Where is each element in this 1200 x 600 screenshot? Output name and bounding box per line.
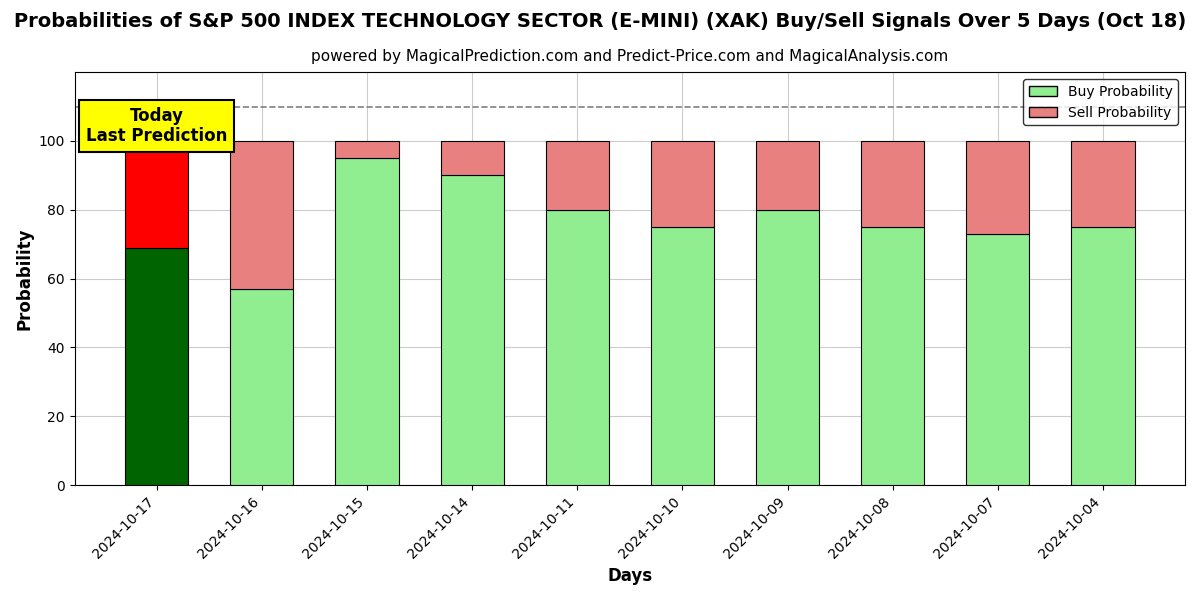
Bar: [125, 248, 188, 485]
Bar: [756, 141, 820, 210]
Legend: Buy Probability, Sell Probability: Buy Probability, Sell Probability: [1024, 79, 1178, 125]
Bar: [966, 234, 1030, 485]
Bar: [862, 227, 924, 485]
Text: Probabilities of S&P 500 INDEX TECHNOLOGY SECTOR (E-MINI) (XAK) Buy/Sell Signals: Probabilities of S&P 500 INDEX TECHNOLOG…: [14, 12, 1186, 31]
Bar: [1072, 141, 1134, 227]
Text: Today
Last Prediction: Today Last Prediction: [86, 107, 227, 145]
Bar: [336, 141, 398, 158]
Bar: [862, 141, 924, 227]
Bar: [1072, 227, 1134, 485]
Bar: [966, 141, 1030, 234]
Bar: [230, 289, 293, 485]
X-axis label: Days: Days: [607, 567, 653, 585]
Bar: [546, 210, 608, 485]
Title: powered by MagicalPrediction.com and Predict-Price.com and MagicalAnalysis.com: powered by MagicalPrediction.com and Pre…: [311, 49, 948, 64]
Y-axis label: Probability: Probability: [16, 227, 34, 330]
Bar: [440, 175, 504, 485]
Bar: [440, 141, 504, 175]
Bar: [125, 141, 188, 248]
Bar: [650, 141, 714, 227]
Bar: [230, 141, 293, 289]
Bar: [336, 158, 398, 485]
Bar: [650, 227, 714, 485]
Bar: [756, 210, 820, 485]
Bar: [546, 141, 608, 210]
